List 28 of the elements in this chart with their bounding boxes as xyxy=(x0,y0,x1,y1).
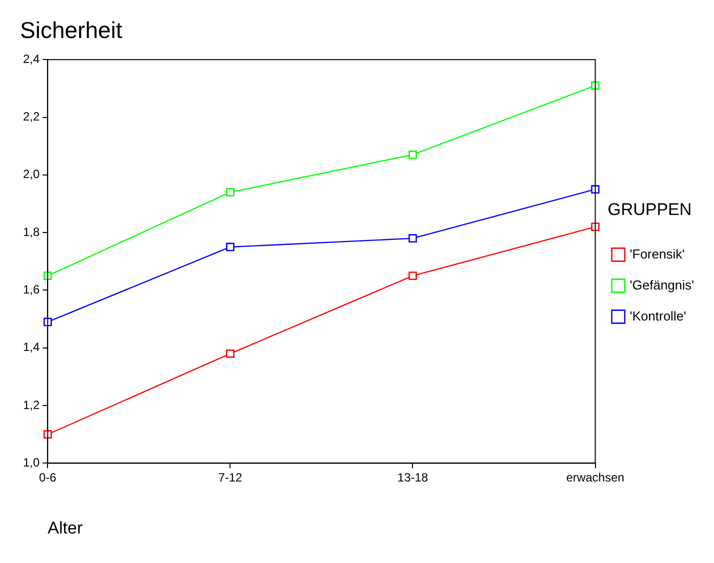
y-tick-label: 2,0 xyxy=(22,167,40,182)
point xyxy=(591,222,600,231)
y-tick-label: 1,2 xyxy=(22,398,40,412)
y-tick-label: 1,6 xyxy=(22,282,40,297)
y-tick-label: 1,4 xyxy=(22,340,40,354)
legend-title: GRUPPEN xyxy=(608,200,692,219)
y-tick-label: 1,0 xyxy=(22,456,40,470)
point xyxy=(226,188,234,196)
legend-label: 'Forensik' xyxy=(630,246,685,262)
x-tick-label: 7-12 xyxy=(218,470,243,485)
x-tick-label: 0-6 xyxy=(39,470,57,485)
point xyxy=(408,234,417,243)
chart-title: Sicherheit xyxy=(20,17,123,44)
point xyxy=(226,242,234,252)
point xyxy=(226,349,234,358)
legend-label: 'Kontrolle' xyxy=(630,308,686,324)
point xyxy=(43,272,52,280)
point xyxy=(408,272,417,280)
x-tick-label: erwachsen xyxy=(566,470,624,485)
point xyxy=(408,150,417,159)
x-axis-title: Alter xyxy=(48,518,83,538)
y-tick-label: 1,8 xyxy=(22,224,40,239)
x-tick-label: 13-18 xyxy=(397,470,428,485)
y-tick-label: 2,2 xyxy=(22,110,40,124)
legend-label: 'Gefängnis' xyxy=(630,277,694,292)
point xyxy=(591,185,600,194)
y-tick-label: 2,4 xyxy=(22,52,40,66)
point xyxy=(43,430,52,439)
